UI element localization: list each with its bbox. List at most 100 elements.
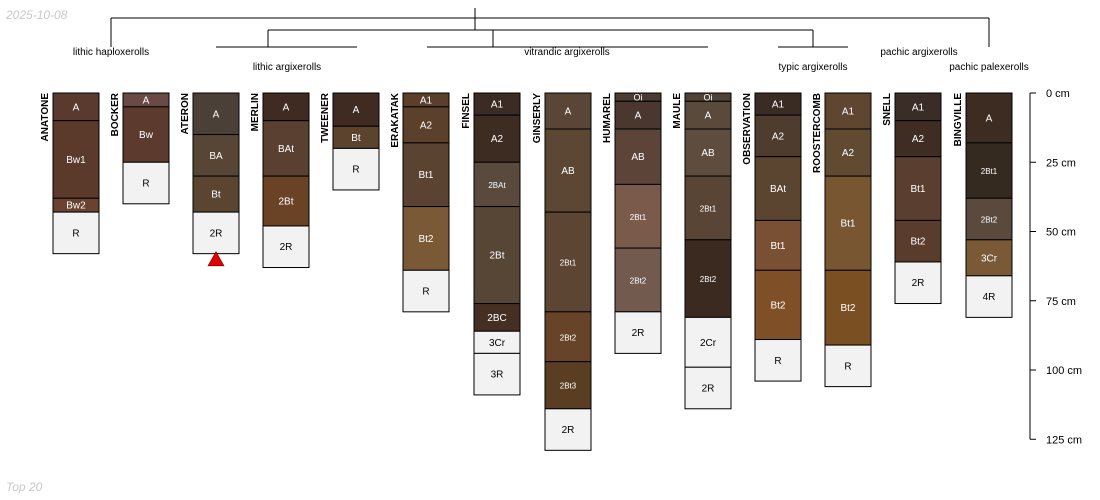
horizon <box>684 239 732 318</box>
horizon <box>473 161 521 208</box>
horizon <box>754 114 802 158</box>
horizon-label: Bt <box>351 133 361 144</box>
profile-snell: SNELL A1 A2 Bt1 Bt2 2R <box>882 92 942 305</box>
horizon-label: 2R <box>562 425 575 436</box>
date-label: 2025-10-08 <box>6 8 68 22</box>
profile-name: TWEENER <box>320 92 331 143</box>
horizon-label: 2R <box>280 242 293 253</box>
depth-axis: 0 cm 25 cm 50 cm 75 cm 100 cm 125 cm <box>1029 88 1082 446</box>
horizon-label: R <box>422 287 429 298</box>
horizon-label: Bw <box>139 130 154 141</box>
horizon-label: Bt1 <box>418 170 433 181</box>
horizon-label: BAt <box>278 144 294 155</box>
horizon-label: Bt2 <box>910 237 925 248</box>
horizon-label: 2BC <box>487 313 506 324</box>
profile-roostercomb: ROOSTERCOMB A1 A2 Bt1 Bt2 R <box>812 92 872 388</box>
profile-name: HUMAREL <box>602 93 613 143</box>
horizon-label: A <box>353 105 360 116</box>
profile-name: ATERON <box>180 93 191 134</box>
horizon <box>684 175 732 241</box>
profile-name: ROOSTERCOMB <box>812 93 823 173</box>
horizon <box>402 269 450 313</box>
profile-name: BOCKER <box>110 92 121 136</box>
horizon <box>754 219 802 271</box>
profile-anatone: ANATONE A Bw1 Bw2 R <box>40 92 100 255</box>
horizon-label: A <box>635 111 642 122</box>
horizon-label: A2 <box>772 131 785 142</box>
axis-tick-label: 75 cm <box>1046 296 1076 308</box>
horizon-label: 3Cr <box>489 338 506 349</box>
horizon-label: R <box>352 165 359 176</box>
horizon <box>192 175 240 213</box>
horizon-label: Oi <box>634 93 643 103</box>
horizon <box>192 134 240 177</box>
group-label-typic-argixerolls: typic argixerolls <box>779 62 848 73</box>
horizon <box>262 92 310 122</box>
horizon <box>824 92 872 130</box>
horizon-label: A1 <box>912 102 925 113</box>
horizon-label: A2 <box>842 148 855 159</box>
horizon-label: 2Bt <box>278 197 293 208</box>
profile-name: ANATONE <box>40 93 51 142</box>
horizon <box>894 92 942 122</box>
horizon-label: A2 <box>912 134 925 145</box>
profile-humarel: HUMAREL Oi A AB 2Bt1 2Bt2 2R <box>602 92 662 354</box>
horizon-label: 2Bt1 <box>981 167 998 176</box>
horizon-label: 2Bt1 <box>700 204 717 213</box>
horizon-label: A <box>143 95 150 106</box>
horizon-label: A1 <box>420 95 433 106</box>
profile-name: MAULE <box>672 93 683 129</box>
horizon <box>614 100 662 130</box>
horizon-label: Bw1 <box>66 155 86 166</box>
profile-name: OBSERVATION <box>742 93 753 165</box>
profile-maule: MAULE Oi A AB 2Bt1 2Bt2 2Cr 2R <box>672 92 732 410</box>
horizon-label: 2R <box>702 384 715 395</box>
horizon <box>824 269 872 346</box>
horizon <box>473 114 521 163</box>
profile-name: GINSERLY <box>532 93 543 144</box>
horizon-label: Bw2 <box>66 201 86 212</box>
profile-ginserly: GINSERLY A AB 2Bt1 2Bt2 2Bt3 2R <box>532 92 592 451</box>
profile-observation: OBSERVATION A1 A2 BAt Bt1 Bt2 R <box>742 92 802 382</box>
horizon <box>684 316 732 368</box>
profile-finsel: FINSEL A1 A2 2BAt 2Bt 2BC 3Cr 3R <box>461 92 521 396</box>
horizon-label: 2BAt <box>488 181 506 190</box>
group-label-pachic-palexerolls: pachic palexerolls <box>949 62 1029 73</box>
profile-merlin: MERLIN A BAt 2Bt 2R <box>250 92 310 269</box>
group-label-pachic-argixerolls: pachic argixerolls <box>880 47 957 58</box>
horizon <box>894 156 942 221</box>
horizon <box>402 206 450 271</box>
horizon-label: A2 <box>491 134 504 145</box>
group-label-lithic-haploxerolls: lithic haploxerolls <box>73 47 149 58</box>
profile-ateron: ATERON A BA Bt 2R <box>180 92 240 255</box>
horizon-label: 2Bt2 <box>700 275 717 284</box>
horizon <box>965 197 1013 241</box>
horizon-label: A1 <box>491 100 504 111</box>
contact-marker <box>207 251 225 267</box>
profile-tweener: TWEENER A Bt R <box>320 92 380 191</box>
horizon <box>894 219 942 263</box>
horizon-label: 2Bt <box>489 251 504 262</box>
group-label-vitrandic-argixerolls: vitrandic argixerolls <box>524 47 610 58</box>
horizon <box>614 128 662 185</box>
horizon <box>544 361 592 410</box>
profile-name: BINGVILLE <box>953 93 964 147</box>
horizon-label: A1 <box>842 107 855 118</box>
horizon <box>965 92 1013 144</box>
horizon <box>402 142 450 208</box>
axis-tick-label: 125 cm <box>1046 434 1082 446</box>
horizon <box>684 100 732 130</box>
horizon-label: Bt <box>211 190 221 201</box>
axis-tick-label: 25 cm <box>1046 157 1076 169</box>
horizon-label: 2Bt2 <box>560 333 577 342</box>
horizon-label: BA <box>209 151 223 162</box>
horizon <box>332 92 380 127</box>
dendrogram <box>110 8 990 48</box>
axis-tick-label: 0 cm <box>1046 88 1070 100</box>
horizon <box>684 366 732 410</box>
horizon-label: Bt2 <box>840 303 855 314</box>
footer-label: Top 20 <box>6 480 43 494</box>
horizon <box>192 92 240 136</box>
